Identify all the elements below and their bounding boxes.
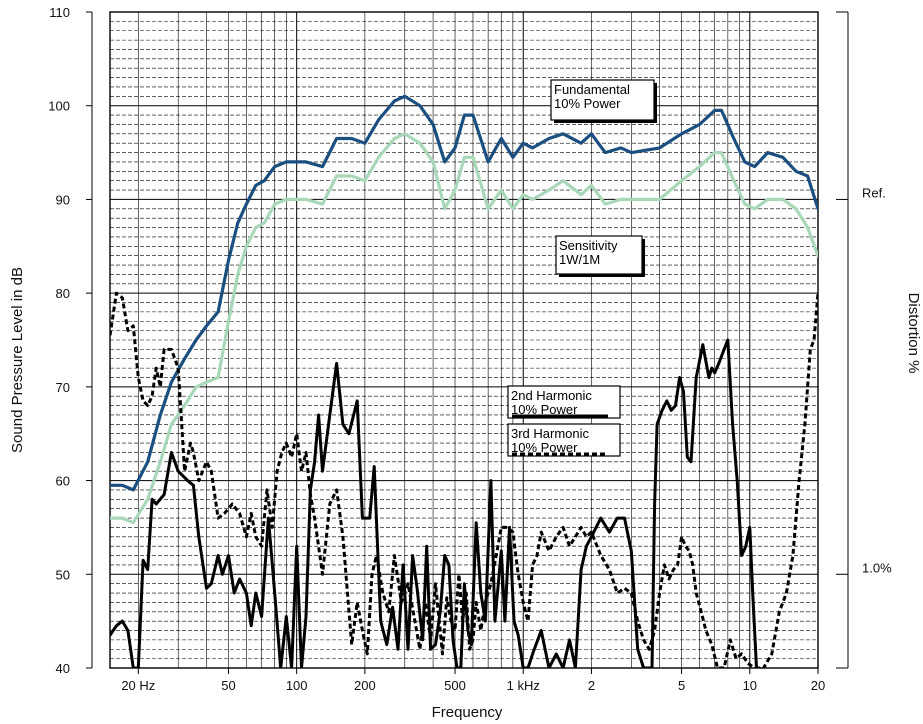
y-tick-label: 100 — [48, 99, 70, 114]
annotation-frame — [555, 235, 643, 275]
x-tick-label: 500 — [444, 678, 466, 693]
series-layer — [110, 94, 818, 668]
x-tick-label: 10 — [743, 678, 757, 693]
x-tick-label: 50 — [221, 678, 235, 693]
major-grid — [110, 12, 818, 668]
series-second-harmonic-line — [110, 338, 761, 668]
annotation-text: 10% Power — [554, 96, 621, 111]
annotation-frame — [507, 385, 621, 419]
series-sensitivity-line — [110, 132, 818, 525]
plot-frame — [109, 11, 819, 669]
annotation-text: 1W/1M — [559, 252, 600, 267]
x-tick-label: 100 — [286, 678, 308, 693]
x-axis-ticks: 20 Hz 50 100 200 500 1 kHz 2 5 10 20 — [121, 668, 825, 693]
x-tick-label: 1 kHz — [507, 678, 540, 693]
y-tick-label: 90 — [56, 192, 70, 207]
y-tick-label: 70 — [56, 380, 70, 395]
x-tick-label: 20 Hz — [121, 678, 155, 693]
x-axis-title: Frequency — [432, 704, 503, 721]
annotation-text: 10% Power — [511, 402, 578, 417]
y-tick-label: 60 — [56, 474, 70, 489]
annotation-text: Sensitivity — [559, 238, 618, 253]
x-tick-label: 200 — [354, 678, 376, 693]
x-tick-label: 5 — [678, 678, 685, 693]
annotation-frame — [507, 423, 621, 457]
annotation-frame — [550, 79, 655, 121]
x-tick-label: 2 — [588, 678, 595, 693]
y-tick-label: 50 — [56, 567, 70, 582]
left-axis-ticks: 40 50 60 70 80 90 100 110 — [48, 5, 93, 676]
annotation-text: Fundamental — [554, 82, 630, 97]
minor-grid — [110, 12, 818, 668]
annotation-text: 2nd Harmonic — [511, 388, 592, 403]
right-axis: Ref. 1.0% — [836, 11, 892, 669]
series-fundamental-line — [110, 94, 818, 492]
annotation-text: 3rd Harmonic — [511, 426, 590, 441]
right-tick-label: Ref. — [862, 185, 886, 200]
x-tick-label: 20 — [811, 678, 825, 693]
y-tick-label: 40 — [56, 661, 70, 676]
right-tick-label: 1.0% — [862, 560, 892, 575]
y-tick-label: 110 — [49, 5, 70, 20]
y-axis-title: Sound Pressure Level in dB — [9, 267, 26, 453]
y2-axis-title: Distortion % — [905, 293, 922, 374]
series-third-harmonic-line — [110, 291, 818, 668]
y-tick-label: 80 — [56, 286, 70, 301]
annotation-text: 10% Power — [511, 440, 578, 455]
